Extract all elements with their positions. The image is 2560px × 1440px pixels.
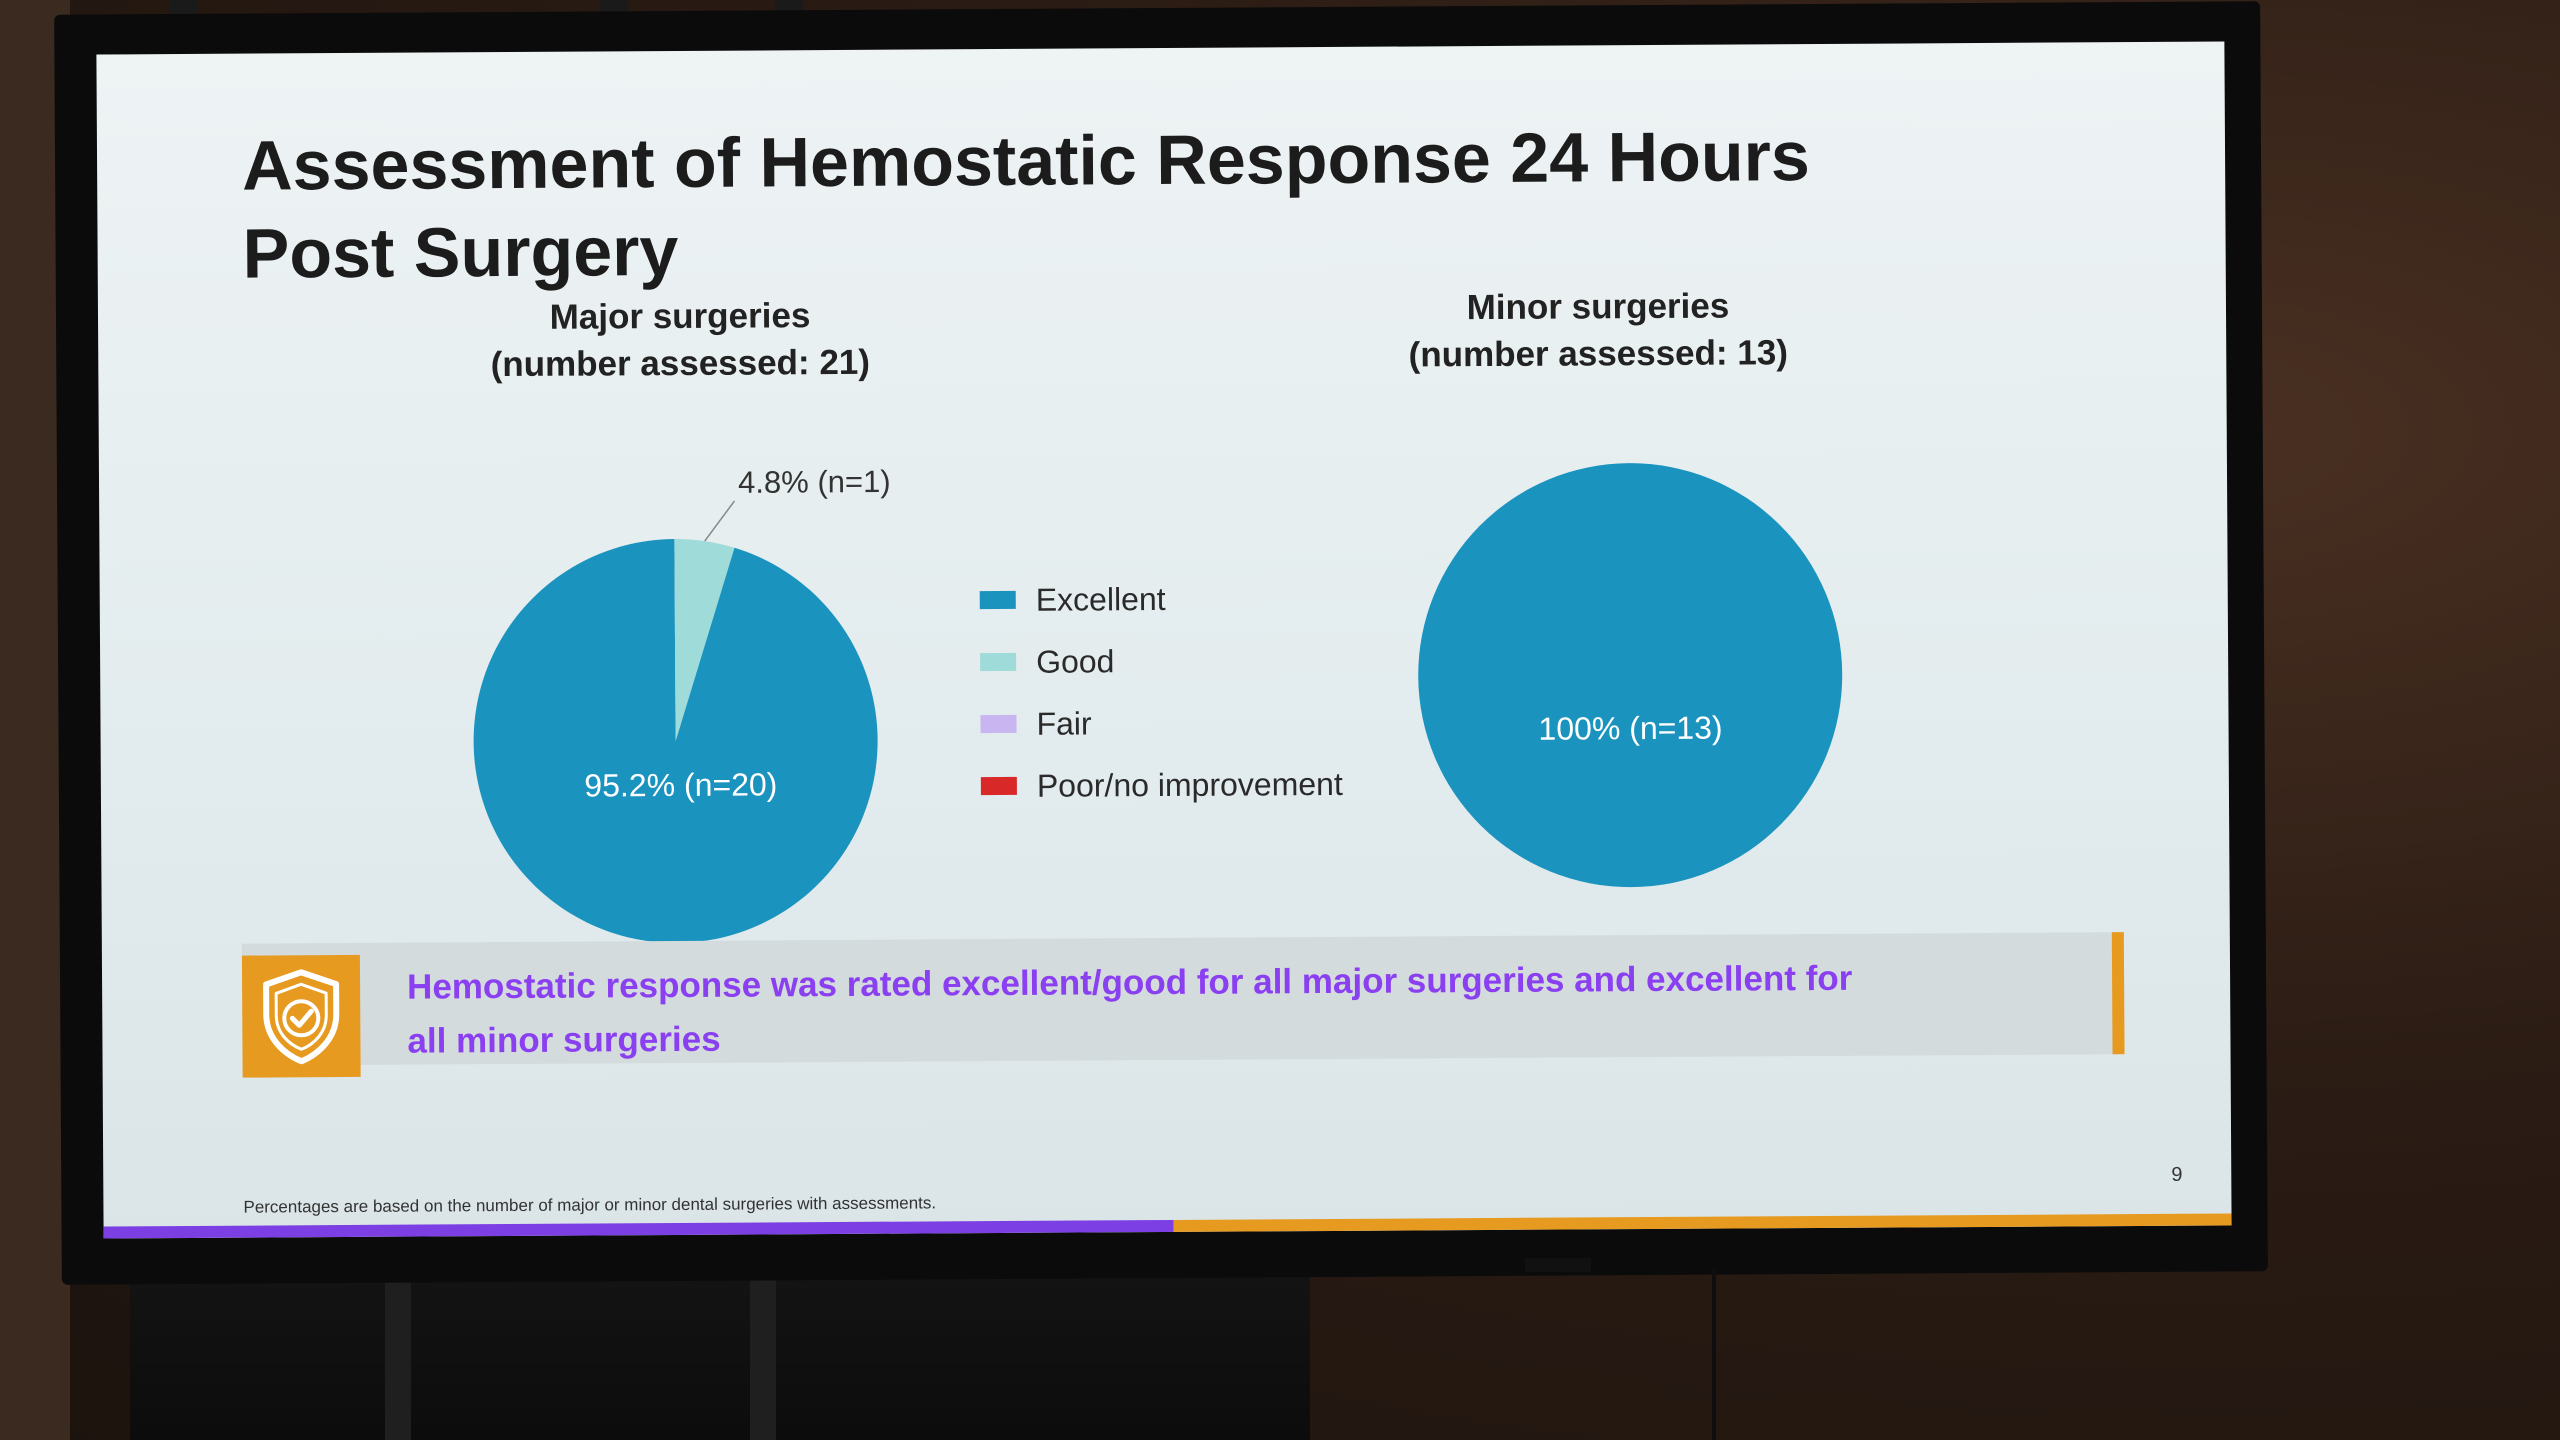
legend-label: Good [1036, 642, 1115, 680]
legend-swatch [979, 590, 1016, 610]
slide-title: Assessment of Hemostatic Response 24 Hou… [241, 117, 1811, 293]
stand-post [750, 1260, 776, 1440]
legend-label: Poor/no improvement [1036, 765, 1343, 804]
minor-chart-title-line2: (number assessed: 13) [1408, 333, 1789, 375]
monitor-foot [1525, 1258, 1591, 1272]
legend-label: Excellent [1035, 580, 1166, 618]
callout-text: Hemostatic response was rated excellent/… [406, 958, 1853, 1061]
pie-data-label: 4.8% (n=1) [738, 464, 891, 500]
pie-slice-excellent [1418, 463, 1843, 888]
shield-check-icon [241, 954, 361, 1078]
footnote: Percentages are based on the number of m… [243, 1193, 937, 1217]
legend-swatch [980, 652, 1017, 672]
legend: Excellent Good Fair Poor/no improvement [979, 567, 1343, 817]
pie-data-label: 100% (n=13) [1538, 710, 1722, 747]
major-surgeries-pie: 95.2% (n=20) 4.8% (n=1) [473, 464, 891, 943]
legend-item-excellent: Excellent [979, 567, 1342, 631]
legend-item-fair: Fair [980, 691, 1342, 755]
tv-stand [130, 1260, 1310, 1440]
legend-item-poor: Poor/no improvement [980, 753, 1343, 817]
pie-slice-good [674, 538, 735, 741]
major-chart-title-line1: Major surgeries [549, 296, 811, 337]
pie-data-label: 95.2% (n=20) [584, 766, 777, 803]
minor-surgeries-pie: 100% (n=13) [1418, 463, 1843, 888]
cable [1712, 1268, 1716, 1440]
key-finding-callout: Hemostatic response was rated excellent/… [241, 932, 2125, 1078]
legend-swatch [980, 776, 1017, 796]
legend-item-good: Good [980, 629, 1342, 693]
page-number: 9 [2171, 1163, 2183, 1186]
pie-leader-line [704, 500, 736, 542]
pie-slice-excellent [473, 538, 878, 943]
minor-chart-title-line1: Minor surgeries [1466, 286, 1730, 328]
minor-chart-title: Minor surgeries (number assessed: 13) [1298, 282, 1899, 380]
slide-screen: Assessment of Hemostatic Response 24 Hou… [96, 41, 2232, 1239]
stand-post [385, 1260, 411, 1440]
legend-label: Fair [1036, 704, 1092, 742]
callout-accent-bar [2111, 932, 2125, 1055]
legend-swatch [980, 714, 1017, 734]
major-chart-title-line2: (number assessed: 21) [490, 342, 871, 385]
major-chart-title: Major surgeries (number assessed: 21) [380, 291, 981, 389]
